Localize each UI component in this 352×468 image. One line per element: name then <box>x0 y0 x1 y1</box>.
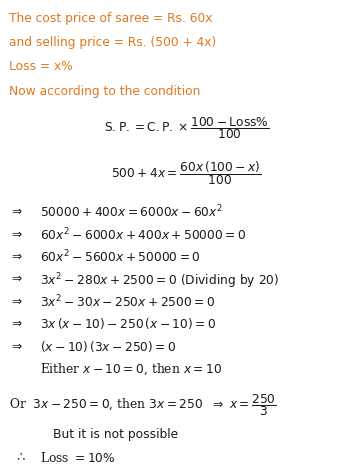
Text: Loss = x%: Loss = x% <box>9 60 73 73</box>
Text: $60x^2 - 6000x + 400x + 50000 = 0$: $60x^2 - 6000x + 400x + 50000 = 0$ <box>40 227 247 243</box>
Text: $\Rightarrow$: $\Rightarrow$ <box>9 294 23 307</box>
Text: and selling price = Rs. (500 + 4x): and selling price = Rs. (500 + 4x) <box>9 36 216 49</box>
Text: $3x^2 - 30x - 250x + 2500 = 0$: $3x^2 - 30x - 250x + 2500 = 0$ <box>40 294 215 310</box>
Text: $\Rightarrow$: $\Rightarrow$ <box>9 339 23 352</box>
Text: $\Rightarrow$: $\Rightarrow$ <box>9 271 23 285</box>
Text: $\therefore$: $\therefore$ <box>14 451 26 464</box>
Text: $3x\,(x - 10) - 250\,(x - 10) = 0$: $3x\,(x - 10) - 250\,(x - 10) = 0$ <box>40 316 217 331</box>
Text: Either $x - 10 = 0$, then $x = 10$: Either $x - 10 = 0$, then $x = 10$ <box>40 361 222 377</box>
Text: Loss $= 10\%$: Loss $= 10\%$ <box>40 451 116 465</box>
Text: $\Rightarrow$: $\Rightarrow$ <box>9 227 23 240</box>
Text: $500 + 4x = \dfrac{60x\,(100 - x)}{100}$: $500 + 4x = \dfrac{60x\,(100 - x)}{100}$ <box>111 160 262 187</box>
Text: $\Rightarrow$: $\Rightarrow$ <box>9 316 23 329</box>
Text: Or  $3x - 250 = 0$, then $3x = 250\ \ \Rightarrow\ x = \dfrac{250}{3}$: Or $3x - 250 = 0$, then $3x = 250\ \ \Ri… <box>9 392 277 417</box>
Text: $3x^2 - 280x + 2500 = 0\ \mathrm{(Dividing\ by\ 20)}$: $3x^2 - 280x + 2500 = 0\ \mathrm{(Dividi… <box>40 271 280 291</box>
Text: But it is not possible: But it is not possible <box>53 428 178 441</box>
Text: $\Rightarrow$: $\Rightarrow$ <box>9 204 23 217</box>
Text: $50000 + 400x = 6000x - 60x^2$: $50000 + 400x = 6000x - 60x^2$ <box>40 204 224 220</box>
Text: $60x^2 - 5600x + 50000 = 0$: $60x^2 - 5600x + 50000 = 0$ <box>40 249 201 265</box>
Text: $\mathrm{S.P.} = \mathrm{C.P.} \times\dfrac{100 - \mathrm{Loss\%}}{100}$: $\mathrm{S.P.} = \mathrm{C.P.} \times\df… <box>104 115 269 141</box>
Text: The cost price of saree = Rs. 60x: The cost price of saree = Rs. 60x <box>9 12 212 25</box>
Text: $\Rightarrow$: $\Rightarrow$ <box>9 249 23 262</box>
Text: $(x - 10)\,(3x - 250) = 0$: $(x - 10)\,(3x - 250) = 0$ <box>40 339 177 354</box>
Text: Now according to the condition: Now according to the condition <box>9 85 200 98</box>
